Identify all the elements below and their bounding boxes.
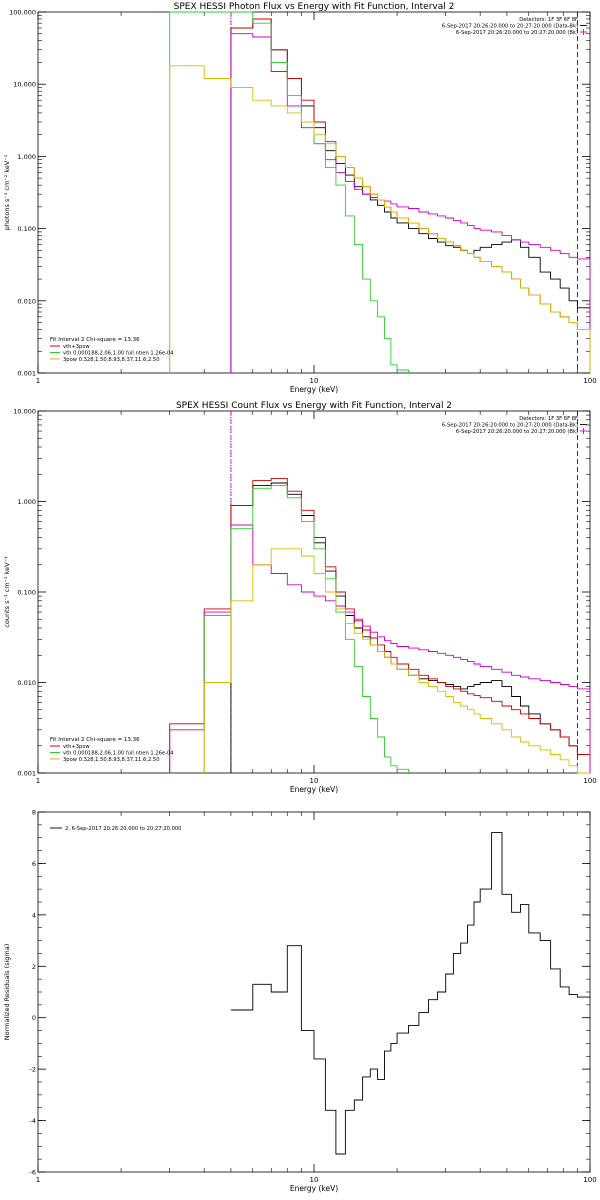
x-tick-label: 100 [583, 377, 596, 385]
y-tick-label: -6 [30, 1169, 36, 1177]
x-tick-label: 100 [583, 777, 596, 785]
y-axis-label: photons s⁻¹ cm⁻² keV⁻¹ [3, 154, 11, 230]
x-tick-label: 100 [583, 1176, 596, 1184]
x-axis-label: Energy (keV) [290, 385, 338, 394]
series-line-4 [203, 485, 409, 773]
y-tick-label: 10.000 [13, 81, 36, 89]
chart-title: SPEX HESSI Photon Flux vs Energy with Fi… [174, 2, 455, 12]
y-tick-label: 4 [32, 911, 36, 919]
y-tick-label: 0.001 [17, 370, 36, 378]
series-line-1 [230, 18, 591, 373]
series-line-2 [230, 18, 591, 373]
x-tick-label: 1 [36, 377, 40, 385]
y-tick-label: 0.010 [17, 297, 36, 305]
y-tick-label: 2 [32, 963, 36, 971]
y-tick-label: -2 [30, 1066, 36, 1074]
series-line-1 [230, 482, 591, 773]
series-line-2 [169, 477, 591, 773]
series-line-3 [169, 524, 591, 773]
chart-panel-2: SPEX HESSI Count Flux vs Energy with Fit… [3, 401, 597, 794]
legend-entry: vth+3pow [63, 344, 91, 350]
y-axis-label: counts s⁻¹ cm⁻² keV⁻¹ [3, 556, 11, 628]
legend-entry: vth 0.000188,2.06,1.00 full ntien 1.26e-… [63, 751, 174, 757]
chart-panel-3: 1 10 100 -6 -4 -2 0 2 4 6 8 Energy (keV) Normalized … [3, 809, 597, 1194]
x-tick-label: 10 [310, 1176, 319, 1184]
header-line: 6-Sep-2017 20:26:20.000 to 20:27:20.000 … [442, 24, 578, 30]
legend-entry: vth 0.000188,2.06,1.00 full ntien 1.26e-… [63, 351, 174, 357]
y-tick-label: -4 [30, 1117, 36, 1125]
x-tick-label: 1 [36, 777, 40, 785]
y-tick-label: 0.100 [17, 225, 36, 233]
header-line: Detectors: 1F 3F 6F 8F [519, 416, 578, 422]
series-line-1 [230, 832, 590, 1155]
y-tick-label: 8 [32, 809, 36, 817]
x-tick-label: 10 [310, 777, 319, 785]
header-line: Detectors: 1F 3F 6F 8F [519, 17, 578, 23]
series-line-5 [169, 65, 591, 373]
legend-title: Fit Interval 2 Chi-square = 13.36 [50, 337, 140, 343]
x-axis-label: Energy (keV) [290, 1184, 338, 1193]
chart-title: SPEX HESSI Count Flux vs Energy with Fit… [176, 401, 452, 411]
y-tick-label: 0.100 [17, 589, 36, 597]
y-tick-label: 0 [32, 1014, 36, 1022]
header-line: 6-Sep-2017 20:26:20.000 to 20:27:20.000 … [456, 429, 578, 435]
header-line: 6-Sep-2017 20:26:20.000 to 20:27:20.000 … [442, 423, 578, 429]
plot-frame [37, 11, 591, 374]
legend-entry: vth+3pow [63, 744, 91, 750]
y-tick-label: 1.000 [17, 153, 36, 161]
y-axis-label: Normalized Residuals (sigma) [3, 944, 11, 1041]
x-tick-label: 1 [36, 1176, 40, 1184]
y-tick-label: 0.010 [17, 679, 36, 687]
x-axis-label: Energy (keV) [290, 785, 338, 794]
y-tick-label: 1.000 [17, 498, 36, 506]
legend-entry: 3pow 0.328,1.50,8.93,8.37,11.6,2.50 [63, 757, 160, 763]
header-line: 6-Sep-2017 20:26:20.000 to 20:27:20.000 … [456, 30, 578, 36]
legend-entry: 2, 6-Sep-2017 20:26:20.000 to 20:27:20.0… [65, 826, 181, 832]
legend-entry: 3pow 0.328,1.50,8.93,8.37,11.6,2.50 [63, 357, 160, 363]
x-tick-label: 10 [310, 377, 319, 385]
y-tick-label: 0.001 [17, 770, 36, 778]
series-line-3 [230, 33, 591, 373]
y-tick-label: 10.000 [13, 408, 36, 416]
y-tick-label: 6 [32, 860, 36, 868]
chart-panel-1: SPEX HESSI Photon Flux vs Energy with Fi… [3, 2, 597, 394]
plot-frame [37, 811, 591, 1173]
series-line-5 [203, 548, 590, 774]
legend-title: Fit Interval 2 Chi-square = 13.36 [50, 737, 140, 743]
y-tick-label: 100.000 [9, 9, 36, 17]
series-line-4 [169, 11, 409, 373]
